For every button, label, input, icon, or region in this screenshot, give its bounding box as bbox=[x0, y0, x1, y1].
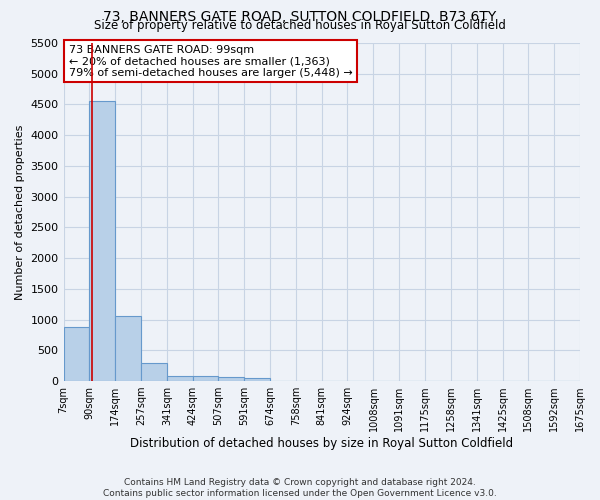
Bar bbox=[89, 101, 115, 381]
Text: 73, BANNERS GATE ROAD, SUTTON COLDFIELD, B73 6TY: 73, BANNERS GATE ROAD, SUTTON COLDFIELD,… bbox=[103, 10, 497, 24]
Bar bbox=[64, 327, 89, 381]
Bar bbox=[218, 378, 244, 381]
Bar bbox=[141, 364, 167, 381]
Y-axis label: Number of detached properties: Number of detached properties bbox=[15, 124, 25, 300]
Bar bbox=[193, 376, 218, 381]
Bar bbox=[115, 316, 141, 381]
Text: 73 BANNERS GATE ROAD: 99sqm
← 20% of detached houses are smaller (1,363)
79% of : 73 BANNERS GATE ROAD: 99sqm ← 20% of det… bbox=[69, 44, 352, 78]
Text: Contains HM Land Registry data © Crown copyright and database right 2024.
Contai: Contains HM Land Registry data © Crown c… bbox=[103, 478, 497, 498]
X-axis label: Distribution of detached houses by size in Royal Sutton Coldfield: Distribution of detached houses by size … bbox=[130, 437, 514, 450]
Text: Size of property relative to detached houses in Royal Sutton Coldfield: Size of property relative to detached ho… bbox=[94, 19, 506, 32]
Bar bbox=[244, 378, 270, 381]
Bar bbox=[167, 376, 193, 381]
